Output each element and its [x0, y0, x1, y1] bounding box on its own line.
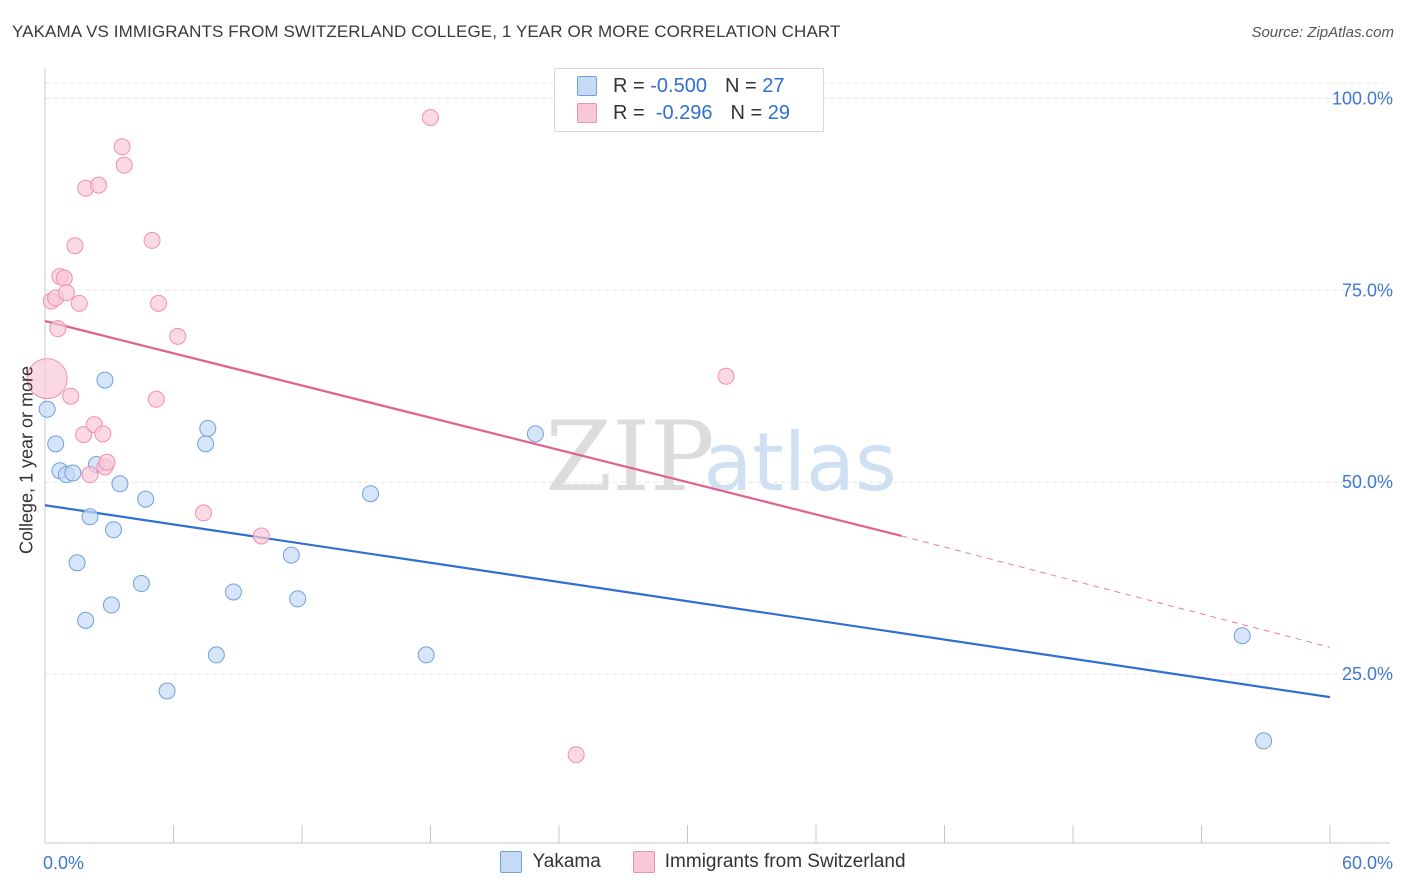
grid-lines: [45, 82, 1390, 675]
data-point: [75, 426, 93, 444]
data-point: [137, 490, 155, 508]
y-tick-label: 50.0%: [1342, 472, 1393, 492]
data-point: [113, 138, 131, 156]
data-point: [289, 590, 307, 608]
legend-item-yakama: Yakama: [500, 851, 601, 873]
data-point: [526, 425, 544, 443]
watermark: ZIP atlas: [545, 401, 896, 513]
data-point: [81, 466, 99, 484]
data-point: [1255, 732, 1273, 750]
legend-swatch-yakama: [577, 76, 597, 96]
data-point: [132, 575, 150, 593]
data-point: [717, 367, 735, 385]
data-point: [207, 646, 225, 664]
legend-row-switzerland: R = -0.296 N = 29: [577, 100, 790, 126]
trend-line-0: [44, 504, 1331, 699]
legend-swatch-switzerland: [577, 103, 597, 123]
data-point: [66, 237, 84, 255]
data-point: [77, 611, 95, 629]
data-point: [98, 453, 116, 471]
legend-r-value: -0.500: [650, 74, 707, 97]
data-point: [143, 231, 161, 249]
data-point: [90, 176, 108, 194]
data-point: [102, 596, 120, 614]
series-legend: Yakama Immigrants from Switzerland: [0, 851, 1406, 873]
legend-n-value: 29: [767, 101, 791, 124]
data-point: [49, 320, 67, 338]
y-axis-label: College, 1 year or more: [16, 365, 37, 555]
y-tick-label: 100.0%: [1332, 88, 1393, 108]
legend-r-value: -0.296: [655, 101, 713, 124]
tick-labels: 25.0% 50.0% 75.0% 100.0% 0.0% 60.0%: [43, 88, 1393, 873]
data-point: [105, 521, 123, 539]
data-point: [55, 269, 73, 287]
data-point: [94, 425, 112, 443]
legend-label-switzerland: Immigrants from Switzerland: [664, 851, 906, 872]
data-point: [111, 475, 129, 493]
data-point: [62, 387, 80, 405]
axes: [44, 68, 1390, 844]
data-point: [70, 294, 88, 312]
data-point: [567, 746, 585, 764]
data-point: [197, 435, 215, 453]
data-point: [38, 400, 56, 418]
data-point: [417, 646, 435, 664]
watermark-zip: ZIP: [545, 401, 714, 513]
data-point: [158, 682, 176, 700]
legend-label-yakama: Yakama: [532, 851, 601, 872]
data-point: [422, 109, 439, 127]
data-point: [96, 371, 114, 389]
trend-line-dashed-1: [901, 535, 1331, 648]
data-point: [1233, 627, 1251, 645]
data-point: [64, 464, 82, 482]
data-point: [26, 358, 68, 400]
legend-r-label: R =: [613, 101, 645, 124]
data-point: [115, 156, 133, 174]
y-tick-label: 75.0%: [1342, 280, 1393, 300]
legend-n-label: N =: [724, 74, 757, 97]
legend-n-label: N =: [730, 101, 763, 124]
data-point: [199, 419, 217, 437]
legend-item-switzerland: Immigrants from Switzerland: [632, 851, 906, 873]
data-point: [47, 435, 65, 453]
legend-r-label: R =: [613, 74, 645, 97]
data-point: [194, 504, 212, 522]
stats-legend: R = -0.500 N = 27 R = -0.296 N = 29: [554, 68, 824, 132]
trend-line-1: [44, 319, 902, 538]
data-points: [26, 109, 1273, 764]
data-point: [68, 554, 86, 572]
legend-n-value: 27: [762, 74, 785, 97]
x-tick-label: 0.0%: [43, 853, 84, 873]
data-point: [81, 508, 99, 526]
legend-swatch-yakama: [500, 851, 523, 873]
legend-swatch-switzerland: [632, 851, 655, 873]
chart-title: YAKAMA VS IMMIGRANTS FROM SWITZERLAND CO…: [12, 22, 841, 41]
data-point: [362, 485, 380, 503]
data-point: [169, 327, 187, 345]
y-tick-label: 25.0%: [1342, 664, 1393, 684]
data-point: [57, 284, 75, 302]
data-point: [282, 546, 300, 564]
data-point: [150, 294, 168, 312]
legend-row-yakama: R = -0.500 N = 27: [577, 73, 784, 99]
x-tick-label: 60.0%: [1342, 853, 1393, 873]
source-credit: Source: ZipAtlas.com: [1251, 24, 1394, 41]
watermark-atlas: atlas: [703, 416, 896, 509]
data-point: [224, 583, 242, 601]
data-point: [252, 527, 270, 545]
data-point: [147, 390, 165, 408]
